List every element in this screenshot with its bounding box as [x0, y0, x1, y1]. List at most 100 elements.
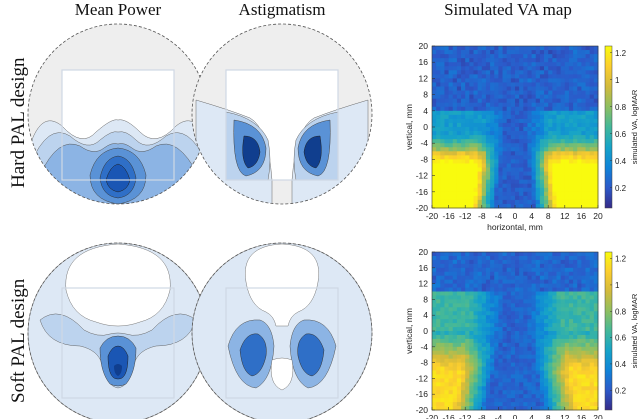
heatmap-cell [490, 362, 495, 367]
heatmap-cell [477, 203, 483, 209]
heatmap-cell [589, 354, 595, 360]
heatmap-cell [548, 271, 553, 277]
heatmap-cell [490, 402, 495, 407]
heatmap-cell [577, 382, 582, 387]
heatmap-cell [523, 386, 528, 391]
heatmap-cell [465, 183, 470, 189]
heatmap-cell [539, 159, 545, 164]
heatmap-cell [585, 283, 591, 288]
heatmap-cell [498, 267, 503, 273]
heatmap-cell [502, 74, 508, 79]
heatmap-cell [440, 283, 445, 288]
heatmap-cell [494, 252, 499, 257]
heatmap-cell [552, 323, 557, 328]
heatmap-cell [548, 267, 553, 273]
heatmap-cell [498, 311, 503, 316]
heatmap-cell [506, 199, 512, 205]
heatmap-cell [577, 354, 582, 360]
heatmap-cell [494, 338, 499, 344]
heatmap-cell [481, 82, 487, 87]
heatmap-cell [510, 122, 516, 128]
heatmap-cell [465, 291, 470, 296]
heatmap-cell [481, 319, 487, 324]
heatmap-cell [461, 394, 466, 399]
heatmap-cell [564, 323, 570, 328]
heatmap-cell [535, 275, 541, 281]
heatmap-cell [452, 271, 458, 277]
heatmap-cell [485, 331, 491, 336]
heatmap-cell [527, 118, 532, 124]
heatmap-cell [519, 62, 524, 67]
heatmap-cell [473, 327, 479, 332]
heatmap-cell [440, 358, 445, 363]
heatmap-cell [515, 346, 520, 352]
heatmap-cell [556, 267, 562, 273]
heatmap-cell [585, 50, 591, 55]
heatmap-cell [440, 370, 445, 375]
heatmap-cell [573, 143, 578, 148]
heatmap-cell [556, 390, 562, 395]
heatmap-cell [498, 139, 503, 144]
heatmap-cell [527, 271, 532, 277]
heatmap-cell [461, 287, 466, 292]
heatmap-cell [515, 386, 520, 391]
heatmap-cell [535, 147, 541, 152]
heatmap-cell [473, 295, 479, 300]
heatmap-cell [523, 139, 528, 144]
heatmap-cell [573, 199, 578, 205]
heatmap-cell [510, 167, 516, 172]
heatmap-cell [585, 175, 591, 181]
heatmap-cell [448, 390, 454, 395]
heatmap-cell [581, 94, 586, 100]
heatmap-cell [535, 187, 541, 193]
heatmap-cell [485, 398, 491, 403]
heatmap-cell [444, 279, 449, 284]
heatmap-cell [515, 135, 520, 140]
heatmap-cell [589, 255, 595, 261]
heatmap-cell [535, 362, 541, 367]
heatmap-cell [519, 275, 524, 281]
heatmap-cell [539, 307, 545, 312]
heatmap-cell [585, 307, 591, 312]
heatmap-cell [560, 362, 566, 367]
heatmap-cell [573, 402, 578, 407]
heatmap-cell [531, 263, 537, 269]
heatmap-cell [585, 370, 591, 375]
heatmap-cell [577, 307, 582, 312]
heatmap-cell [539, 378, 545, 383]
heatmap-cell [560, 106, 566, 112]
heatmap-cell [469, 151, 474, 156]
heatmap-cell [506, 354, 512, 360]
heatmap-cell [448, 62, 454, 67]
heatmap-cell [461, 370, 466, 375]
heatmap-cell [556, 398, 562, 403]
heatmap-cell [544, 331, 549, 336]
heatmap-cell [506, 118, 512, 124]
heatmap-cell [564, 70, 570, 75]
heatmap-cell [539, 311, 545, 316]
heatmap-cell [477, 319, 483, 324]
heatmap-cell [535, 78, 541, 83]
heatmap-cell [585, 394, 591, 399]
heatmap-cell [556, 402, 562, 407]
heatmap-cell [544, 187, 549, 193]
heatmap-cell [510, 362, 516, 367]
heatmap-cell [535, 98, 541, 104]
heatmap-cell [535, 175, 541, 181]
heatmap-cell [477, 275, 483, 281]
heatmap-cell [568, 394, 574, 399]
heatmap-cell [535, 66, 541, 71]
heatmap-cell [519, 354, 524, 360]
heatmap-cell [477, 175, 483, 181]
heatmap-cell [564, 271, 570, 277]
heatmap-cell [564, 66, 570, 71]
heatmap-cell [473, 362, 479, 367]
heatmap-cell [539, 102, 545, 108]
heatmap-cell [502, 151, 508, 156]
heatmap-cell [589, 135, 595, 140]
heatmap-cell [515, 394, 520, 399]
heatmap-cell [498, 259, 503, 265]
heatmap-cell [481, 295, 487, 300]
heatmap-cell [490, 163, 495, 168]
heatmap-cell [535, 382, 541, 387]
